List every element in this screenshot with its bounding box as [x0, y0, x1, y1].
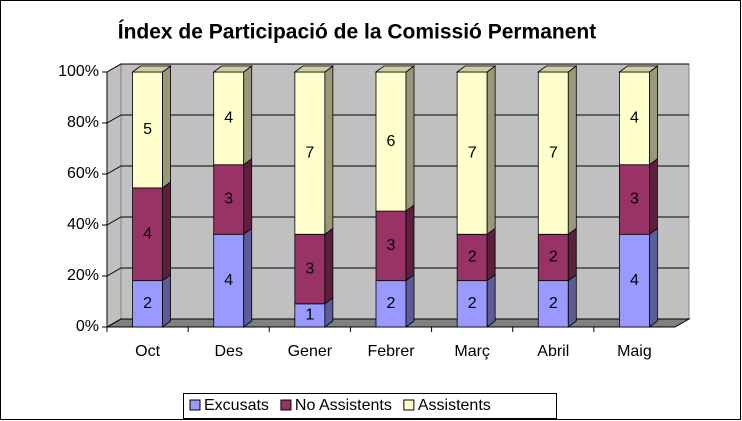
legend-swatch [189, 399, 201, 411]
x-tick-label: Maig [617, 343, 652, 360]
x-tick-label: Març [454, 343, 490, 360]
x-tick-label: Abril [537, 343, 569, 360]
x-tick-label: Oct [135, 343, 160, 360]
bar-side [405, 204, 415, 282]
bar-side [649, 157, 658, 236]
bar-side [243, 65, 253, 166]
data-label: 2 [468, 295, 477, 312]
bar-side [486, 273, 496, 328]
data-label: 5 [143, 121, 152, 138]
bar-side [162, 273, 171, 328]
bar-side [162, 65, 171, 189]
bar [537, 280, 569, 328]
bar-top [374, 65, 416, 73]
bar-side [405, 65, 415, 212]
bar [375, 71, 407, 212]
bar-side [649, 65, 658, 166]
bar-top [455, 65, 497, 73]
y-tick-label: 60% [67, 165, 99, 182]
data-label: 6 [387, 133, 396, 150]
grid-line [106, 216, 689, 226]
bar-top [131, 65, 172, 73]
bar [132, 187, 163, 282]
data-label: 4 [630, 110, 639, 127]
y-tick-label: 40% [67, 216, 99, 233]
bar-side [162, 181, 171, 282]
bar [213, 71, 245, 166]
chart-title: Índex de Participació de la Comissió Per… [118, 21, 597, 44]
data-label: 2 [549, 295, 558, 312]
bar-side [324, 227, 334, 305]
grid-line [106, 114, 689, 124]
grid-line [106, 63, 689, 73]
data-label: 2 [549, 249, 558, 266]
bar [537, 71, 569, 235]
grid-line [106, 267, 689, 277]
bar-side [649, 227, 658, 328]
bar-top [618, 65, 659, 73]
bar [213, 233, 245, 328]
data-label: 4 [224, 110, 233, 127]
bar-side [486, 227, 496, 282]
legend-label: Assistents [418, 397, 491, 414]
data-label: 2 [143, 295, 152, 312]
bar [132, 71, 163, 189]
bar-side [243, 157, 253, 236]
bar-side [567, 65, 577, 236]
legend-swatch [403, 399, 415, 411]
bar [375, 210, 407, 282]
data-label: 1 [305, 307, 314, 324]
bar [294, 71, 326, 235]
bar-top [537, 65, 578, 73]
legend-label: No Assistents [295, 397, 392, 414]
legend-swatch [280, 399, 292, 411]
y-tick-label: 20% [67, 267, 99, 284]
bar [294, 233, 326, 305]
data-label: 3 [305, 260, 314, 277]
bar-top [212, 65, 253, 73]
bar [456, 233, 488, 282]
data-label: 7 [468, 144, 477, 161]
x-tick-label: Des [214, 343, 242, 360]
x-tick-label: Gener [288, 343, 333, 360]
grid-line [106, 318, 689, 328]
data-label: 4 [224, 272, 233, 289]
bar [537, 233, 569, 282]
bar-top [293, 65, 335, 73]
data-label: 3 [224, 191, 233, 208]
y-tick-label: 80% [67, 114, 99, 131]
data-label: 3 [630, 191, 639, 208]
side-wall [106, 63, 122, 328]
y-tick-label: 0% [76, 318, 99, 335]
y-tick-label: 100% [58, 63, 99, 80]
bar-side [567, 227, 577, 282]
data-label: 2 [468, 249, 477, 266]
grid-line [106, 165, 689, 175]
data-label: 2 [387, 295, 396, 312]
data-label: 3 [387, 237, 396, 254]
legend-box [183, 393, 557, 419]
legend-label: Excusats [204, 397, 269, 414]
bar-side [324, 65, 334, 236]
bar [619, 71, 650, 166]
bar-side [567, 273, 577, 328]
bar-side [405, 273, 415, 328]
bar [213, 164, 245, 235]
data-label: 7 [305, 144, 314, 161]
bar-side [243, 227, 253, 328]
x-tick-label: Febrer [367, 343, 415, 360]
data-label: 7 [549, 144, 558, 161]
bar-side [486, 65, 496, 236]
data-label: 4 [630, 272, 639, 289]
data-label: 4 [143, 225, 152, 242]
